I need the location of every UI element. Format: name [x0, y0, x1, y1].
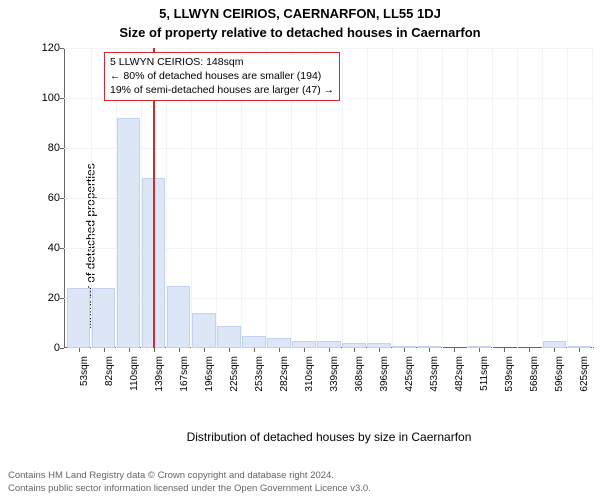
x-tick — [254, 348, 255, 352]
histogram-bar — [92, 288, 116, 348]
x-tick-label: 110sqm — [129, 356, 140, 398]
x-tick — [229, 348, 230, 352]
x-tick — [179, 348, 180, 352]
annotation-box: 5 LLWYN CEIRIOS: 148sqm ← 80% of detache… — [104, 52, 340, 101]
axes-area: 53sqm82sqm110sqm139sqm167sqm196sqm225sqm… — [64, 48, 594, 388]
histogram-bar — [242, 336, 266, 349]
x-tick-label: 310sqm — [304, 356, 315, 398]
y-tick-label: 0 — [30, 342, 60, 354]
y-tick-label: 40 — [30, 242, 60, 254]
y-tick-label: 120 — [30, 42, 60, 54]
chart-container: 5, LLWYN CEIRIOS, CAERNARFON, LL55 1DJ S… — [0, 0, 600, 500]
chart-subtitle: Size of property relative to detached ho… — [0, 25, 600, 40]
x-tick-label: 625sqm — [579, 356, 590, 398]
histogram-bar — [267, 338, 291, 348]
x-tick — [429, 348, 430, 352]
annotation-line-2: ← 80% of detached houses are smaller (19… — [110, 69, 334, 83]
x-tick — [354, 348, 355, 352]
y-tick — [60, 48, 64, 49]
x-tick — [129, 348, 130, 352]
x-tick — [504, 348, 505, 352]
x-tick-label: 253sqm — [254, 356, 265, 398]
grid-horizontal — [64, 148, 594, 149]
histogram-bar — [117, 118, 141, 348]
annotation-line-1: 5 LLWYN CEIRIOS: 148sqm — [110, 55, 334, 69]
x-tick-label: 196sqm — [204, 356, 215, 398]
x-tick-label: 453sqm — [429, 356, 440, 398]
histogram-bar — [292, 341, 316, 349]
y-tick-label: 100 — [30, 92, 60, 104]
x-tick-label: 225sqm — [229, 356, 240, 398]
y-tick — [60, 298, 64, 299]
y-tick — [60, 148, 64, 149]
y-tick-label: 20 — [30, 292, 60, 304]
x-tick-label: 396sqm — [379, 356, 390, 398]
histogram-bar — [192, 313, 216, 348]
x-tick — [579, 348, 580, 352]
histogram-bar — [67, 288, 91, 348]
x-tick-label: 53sqm — [79, 356, 90, 398]
x-tick-label: 539sqm — [504, 356, 515, 398]
x-tick — [104, 348, 105, 352]
x-tick — [479, 348, 480, 352]
y-tick — [60, 348, 64, 349]
plot-area: 53sqm82sqm110sqm139sqm167sqm196sqm225sqm… — [64, 48, 594, 348]
x-tick-label: 368sqm — [354, 356, 365, 398]
x-tick — [529, 348, 530, 352]
x-tick-label: 82sqm — [104, 356, 115, 398]
x-tick-label: 339sqm — [329, 356, 340, 398]
page-title: 5, LLWYN CEIRIOS, CAERNARFON, LL55 1DJ — [0, 6, 600, 21]
y-tick — [60, 98, 64, 99]
x-tick-label: 167sqm — [179, 356, 190, 398]
x-axis-label: Distribution of detached houses by size … — [64, 430, 594, 444]
x-tick — [79, 348, 80, 352]
y-tick-label: 60 — [30, 192, 60, 204]
y-tick — [60, 248, 64, 249]
x-tick-label: 282sqm — [279, 356, 290, 398]
footer-line-2: Contains public sector information licen… — [8, 483, 371, 496]
histogram-bar — [167, 286, 191, 349]
annotation-line-3: 19% of semi-detached houses are larger (… — [110, 83, 334, 97]
plot-outer: Number of detached properties Distributi… — [42, 48, 594, 443]
x-tick — [304, 348, 305, 352]
x-tick-label: 425sqm — [404, 356, 415, 398]
y-tick — [60, 198, 64, 199]
x-tick-label: 568sqm — [529, 356, 540, 398]
footer-line-1: Contains HM Land Registry data © Crown c… — [8, 470, 371, 483]
x-tick-label: 596sqm — [554, 356, 565, 398]
x-tick — [404, 348, 405, 352]
grid-horizontal — [64, 48, 594, 49]
x-tick — [329, 348, 330, 352]
histogram-bar — [317, 341, 341, 349]
x-tick — [279, 348, 280, 352]
footer-attribution: Contains HM Land Registry data © Crown c… — [8, 470, 371, 496]
x-tick — [554, 348, 555, 352]
x-tick — [454, 348, 455, 352]
x-tick — [379, 348, 380, 352]
x-tick — [154, 348, 155, 352]
histogram-bar — [543, 341, 567, 349]
histogram-bar — [217, 326, 241, 349]
y-tick-label: 80 — [30, 142, 60, 154]
x-tick-label: 482sqm — [454, 356, 465, 398]
x-tick — [204, 348, 205, 352]
x-tick-label: 139sqm — [154, 356, 165, 398]
x-tick-label: 511sqm — [479, 356, 490, 398]
